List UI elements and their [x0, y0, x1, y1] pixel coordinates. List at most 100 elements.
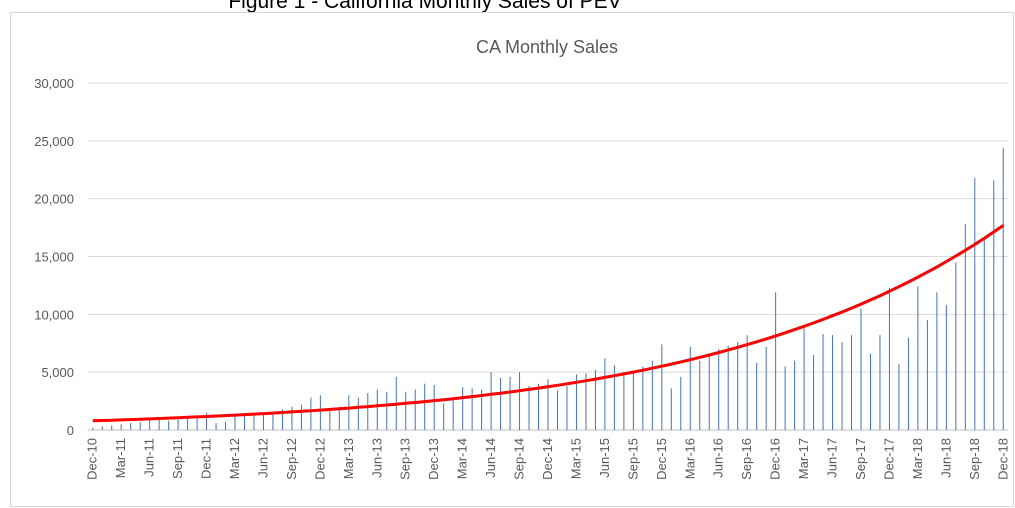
bar: [822, 333, 824, 430]
bar: [955, 262, 957, 430]
y-tick-label: 10,000: [34, 307, 74, 322]
bar: [566, 386, 568, 430]
x-tick-label: Dec-12: [312, 438, 327, 480]
x-tick-label: Mar-17: [796, 438, 811, 479]
x-tick-label: Jun-13: [369, 438, 384, 478]
bar: [481, 389, 483, 430]
x-tick-label: Jun-11: [142, 438, 157, 477]
bar: [187, 418, 189, 430]
bar: [111, 425, 113, 430]
x-tick-label: Dec-18: [995, 438, 1010, 480]
y-tick-label: 25,000: [34, 134, 74, 149]
bar: [1002, 147, 1004, 431]
bar: [803, 328, 805, 430]
x-tick-label: Dec-13: [426, 438, 441, 480]
x-tick-label: Dec-14: [540, 438, 555, 480]
bar: [196, 416, 198, 430]
bar: [519, 372, 521, 430]
bar: [130, 423, 132, 430]
bar: [206, 412, 208, 430]
bar: [936, 292, 938, 430]
bar: [386, 391, 388, 430]
bar: [215, 423, 217, 430]
bar: [338, 406, 340, 430]
bar: [556, 390, 558, 430]
bar: [452, 399, 454, 430]
bar: [860, 308, 862, 430]
bar: [869, 353, 871, 430]
x-tick-label: Jun-16: [711, 438, 726, 478]
bar: [746, 335, 748, 430]
bar: [424, 383, 426, 430]
x-tick-label: Jun-18: [938, 438, 953, 478]
x-tick-label: Mar-18: [910, 438, 925, 479]
bar: [405, 391, 407, 430]
bar: [993, 180, 995, 430]
x-tick-label: Jun-14: [483, 438, 498, 478]
x-tick-label: Dec-15: [654, 438, 669, 480]
bar: [926, 320, 928, 430]
bar: [528, 386, 530, 430]
figure-title: Figure 1 - California Monthly Sales of P…: [228, 0, 621, 13]
bar: [623, 372, 625, 430]
bar: [509, 376, 511, 430]
x-tick-label: Jun-17: [825, 438, 840, 478]
bar: [851, 335, 853, 430]
bar: [756, 362, 758, 430]
bar: [414, 389, 416, 430]
x-tick-label: Dec-11: [199, 438, 214, 479]
x-tick-label: Mar-14: [455, 438, 470, 479]
bar: [300, 404, 302, 430]
bar: [291, 406, 293, 430]
bar: [348, 395, 350, 430]
y-tick-label: 15,000: [34, 250, 74, 265]
bar: [794, 360, 796, 430]
x-tick-label: Sep-16: [739, 438, 754, 480]
bar: [983, 239, 985, 430]
bar: [547, 379, 549, 430]
bar: [462, 387, 464, 430]
bar: [594, 369, 596, 430]
bar: [225, 421, 227, 430]
y-tick-label: 30,000: [34, 76, 74, 91]
x-tick-label: Mar-13: [341, 438, 356, 479]
bar: [243, 414, 245, 430]
bar: [917, 286, 919, 430]
x-tick-label: Jun-12: [255, 438, 270, 478]
bar: [841, 342, 843, 430]
bar: [907, 337, 909, 430]
bar: [367, 392, 369, 430]
bar: [680, 376, 682, 430]
x-tick-label: Dec-16: [768, 438, 783, 480]
bar: [632, 371, 634, 430]
bar: [699, 360, 701, 430]
bar: [329, 409, 331, 430]
bar: [538, 383, 540, 430]
bar: [708, 354, 710, 430]
x-tick-label: Mar-11: [113, 438, 128, 478]
bar: [357, 397, 359, 430]
bar: [689, 346, 691, 430]
bar: [813, 354, 815, 430]
x-tick-label: Mar-15: [568, 438, 583, 479]
bar: [604, 358, 606, 430]
bar: [376, 389, 378, 430]
bar: [585, 373, 587, 430]
x-tick-label: Sep-13: [398, 438, 413, 480]
bar: [888, 287, 890, 430]
bar: [718, 349, 720, 430]
trend-line: [92, 224, 1005, 423]
bar: [727, 345, 729, 430]
x-tick-label: Sep-18: [967, 438, 982, 480]
bar: [234, 416, 236, 430]
x-tick-label: Sep-15: [625, 438, 640, 480]
bar: [139, 421, 141, 430]
y-tick-label: 5,000: [41, 365, 74, 380]
x-tick-label: Dec-17: [881, 438, 896, 480]
bar: [253, 413, 255, 430]
bar: [310, 397, 312, 430]
bar: [319, 395, 321, 430]
bar: [272, 411, 274, 430]
